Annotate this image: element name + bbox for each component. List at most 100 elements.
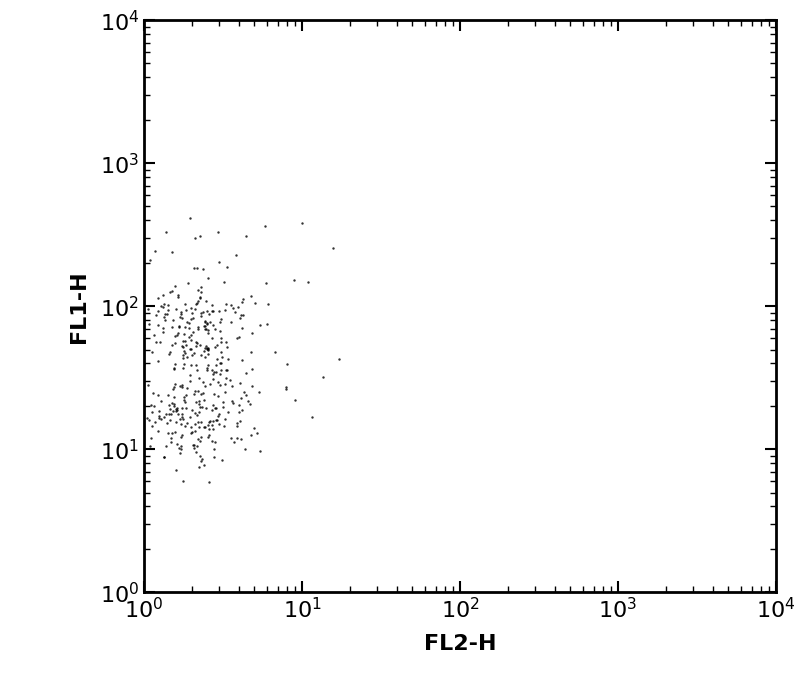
Point [150,336,162,347]
Point [213,409,226,420]
Point [170,403,182,414]
Point [253,386,266,397]
Point [177,476,190,487]
Point [168,381,181,392]
Point [170,439,183,450]
Point [163,349,176,360]
Point [189,385,202,396]
Point [210,354,223,365]
Point [153,406,166,417]
Point [202,328,214,338]
Point [201,319,214,330]
Point [193,461,206,472]
Point [287,275,300,286]
Point [184,411,197,422]
Point [162,408,175,419]
Point [208,388,221,399]
Point [236,405,249,415]
Point [233,399,246,410]
Point [192,385,205,396]
Point [179,397,192,408]
Point [182,278,194,289]
Point [175,409,188,419]
Point [169,281,182,292]
Point [190,364,203,375]
Point [203,379,216,390]
Point [146,421,159,432]
Point [203,430,216,441]
Point [244,399,257,410]
Point [233,332,246,343]
Point [140,412,153,423]
Point [162,428,174,439]
Point [199,340,212,351]
Point [194,311,207,321]
Point [194,417,207,428]
Point [194,291,206,302]
Point [168,364,181,375]
Point [186,405,198,415]
Point [170,329,183,340]
Point [193,422,206,432]
Point [169,406,182,417]
Point [288,394,301,405]
Point [237,310,250,321]
Point [142,379,154,390]
Point [175,430,188,441]
Point [160,308,173,319]
Point [151,356,164,367]
Point [246,364,258,375]
Point [238,444,251,455]
Point [203,317,216,328]
Point [205,300,218,311]
Point [198,320,211,331]
Point [198,321,210,332]
Point [188,439,201,450]
Point [190,360,202,371]
Point [201,344,214,355]
Point [296,217,309,228]
Point [207,452,220,462]
Point [239,230,252,241]
Point [200,305,213,316]
Point [157,290,170,301]
Point [235,392,248,403]
Point [208,323,221,334]
Point [218,305,231,316]
Point [215,352,228,363]
Point [192,321,205,332]
Point [186,349,198,360]
Point [166,286,178,297]
Point [333,353,346,364]
Point [193,398,206,409]
Point [225,432,238,443]
Point [190,397,202,408]
Point [236,323,249,334]
Point [146,388,159,399]
Point [211,411,224,422]
Point [170,417,182,428]
Point [185,428,198,439]
Point [151,320,164,331]
Point [206,374,219,385]
Point [154,337,166,348]
Point [233,407,246,417]
Point [162,300,174,311]
Point [193,396,206,407]
Point [165,409,178,419]
Point [148,246,161,257]
Point [152,412,165,423]
Point [247,422,260,433]
Point [215,314,228,325]
Point [144,400,157,411]
Point [195,389,208,400]
Point [160,409,173,419]
Point [207,366,220,377]
Point [212,419,225,430]
Point [219,336,232,347]
Point [148,400,161,411]
Point [202,325,214,336]
Point [153,411,166,422]
Point [162,304,174,315]
Point [235,297,248,308]
